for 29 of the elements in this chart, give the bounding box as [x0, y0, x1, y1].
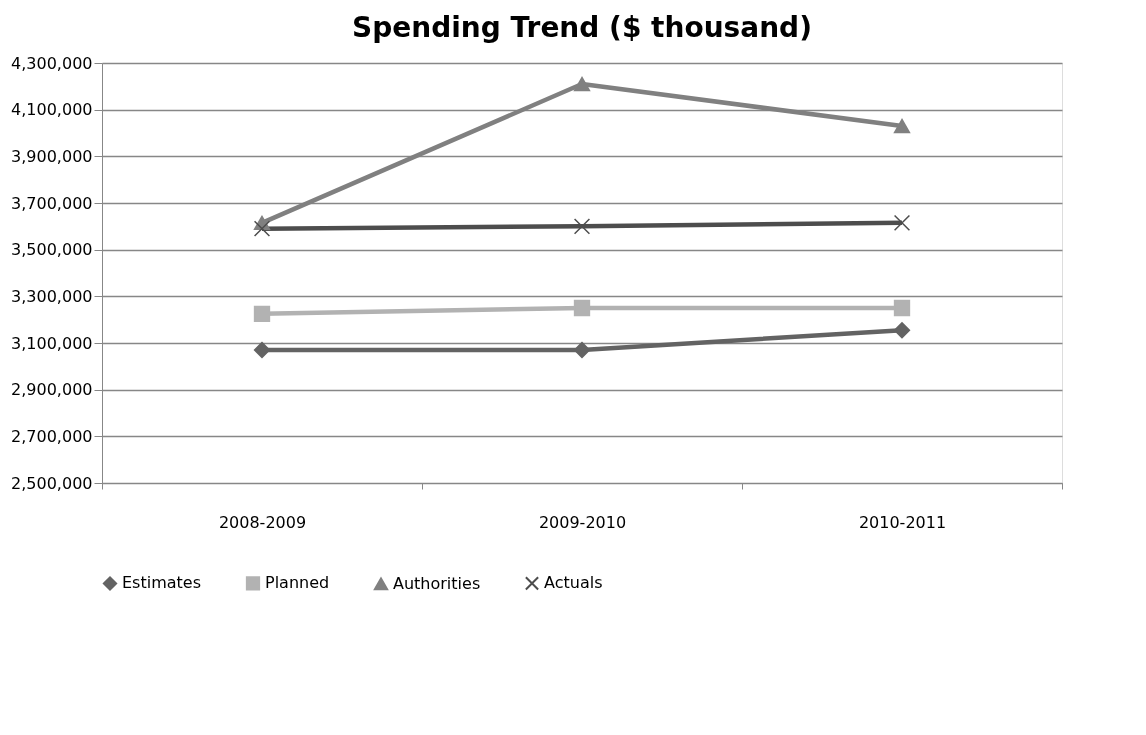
y-tick-label: 2,700,000: [11, 426, 93, 446]
point: [253, 220, 271, 237]
point: [893, 322, 911, 339]
legend-label: Authorities: [393, 573, 481, 593]
point: [573, 76, 591, 92]
point: [893, 214, 911, 231]
y-tick-label: 4,300,000: [11, 53, 93, 73]
legend-label: Actuals: [544, 573, 603, 593]
point: [893, 299, 911, 317]
y-tick-label: 3,500,000: [11, 240, 93, 260]
y-tick-label: 2,900,000: [11, 380, 93, 400]
point: [253, 305, 271, 322]
y-tick-label: 3,900,000: [11, 146, 93, 166]
x-tick-label: 2009-2010: [538, 512, 627, 532]
legend-label: Estimates: [122, 573, 202, 593]
y-tick-label: 3,700,000: [11, 193, 93, 213]
chart-title: Spending Trend ($ thousand): [352, 11, 812, 44]
y-tick-label: 3,100,000: [11, 333, 93, 353]
x-tick-label: 2008-2009: [218, 512, 307, 532]
y-tick-label: 2,500,000: [11, 473, 93, 493]
x-tick-label: 2010-2011: [858, 512, 947, 532]
y-tick-label: 3,300,000: [11, 286, 93, 306]
point: [573, 299, 591, 317]
point: [893, 118, 911, 134]
y-tick-label: 4,100,000: [11, 100, 93, 120]
point: [253, 341, 271, 359]
point: [573, 341, 591, 359]
legend-label: Planned: [265, 573, 330, 593]
point: [573, 218, 591, 235]
